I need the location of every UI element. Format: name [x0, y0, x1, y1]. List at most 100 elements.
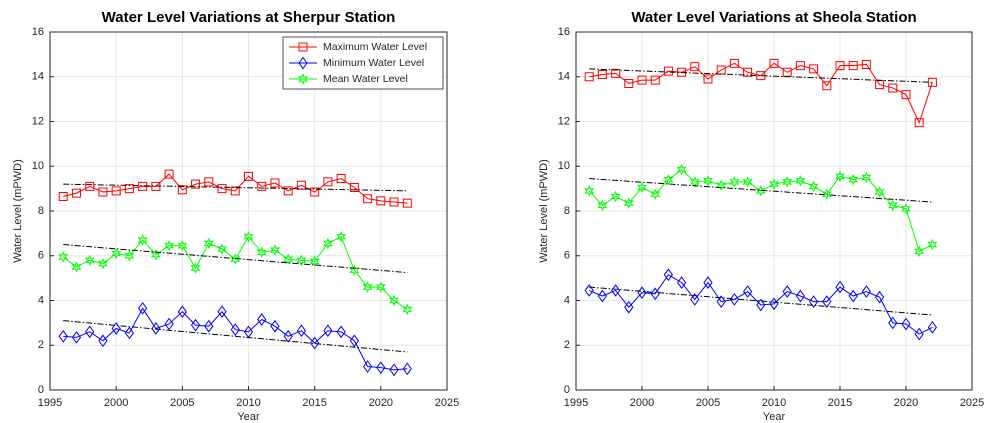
x-tick-label: 2000: [630, 397, 654, 409]
marker: [164, 239, 175, 252]
marker: [676, 276, 687, 289]
marker: [927, 77, 937, 87]
y-tick-label: 6: [564, 250, 570, 262]
series-line: [589, 274, 933, 335]
marker: [310, 187, 320, 197]
series-line: [63, 307, 408, 371]
marker: [636, 181, 648, 194]
marker: [269, 244, 280, 256]
marker: [874, 186, 885, 198]
marker: [177, 239, 188, 252]
y-tick-label: 8: [38, 205, 44, 217]
marker: [256, 246, 267, 259]
marker: [861, 285, 872, 298]
chart-title: Water Level Variations at Sherpur Statio…: [102, 9, 396, 26]
marker: [927, 320, 938, 334]
y-tick-label: 8: [564, 205, 570, 217]
marker: [98, 187, 108, 197]
marker: [584, 185, 595, 197]
marker: [389, 294, 400, 307]
marker: [729, 176, 740, 188]
marker: [716, 179, 727, 192]
marker: [151, 181, 161, 191]
marker: [901, 317, 911, 331]
marker: [663, 173, 674, 186]
marker: [584, 72, 594, 82]
marker: [217, 305, 227, 319]
legend-label: Maximum Water Level: [323, 41, 427, 53]
legend-marker: [297, 73, 309, 85]
marker: [584, 284, 594, 297]
marker: [217, 243, 228, 255]
marker: [111, 322, 121, 335]
marker: [822, 295, 832, 308]
marker: [690, 62, 700, 72]
marker: [835, 280, 845, 294]
marker: [808, 295, 819, 308]
marker: [650, 188, 661, 201]
marker: [834, 170, 846, 183]
marker: [309, 255, 320, 268]
marker: [914, 327, 924, 341]
x-tick-label: 1995: [564, 397, 588, 409]
marker: [124, 249, 135, 262]
axes-box: [575, 31, 973, 391]
marker: [782, 285, 792, 298]
marker: [769, 58, 779, 68]
y-axis-label: Water Level (mPWD): [538, 159, 550, 263]
marker: [244, 171, 253, 181]
series-line: [62, 235, 408, 310]
marker: [743, 67, 753, 77]
marker: [58, 251, 69, 263]
marker: [363, 194, 373, 204]
marker: [203, 237, 214, 250]
axes-box: [49, 31, 448, 391]
y-tick-label: 4: [564, 294, 570, 306]
x-axis-label: Year: [763, 411, 786, 423]
marker: [782, 67, 792, 77]
marker: [716, 295, 726, 308]
marker: [283, 253, 294, 265]
marker: [138, 301, 148, 315]
marker: [204, 177, 214, 187]
x-tick-label: 2020: [369, 397, 393, 409]
marker: [611, 68, 621, 78]
chart-title: Water Level Variations at Sheola Station: [631, 9, 916, 26]
y-tick-label: 12: [32, 115, 44, 127]
marker: [848, 61, 858, 71]
marker: [848, 289, 858, 303]
marker: [323, 324, 333, 338]
marker: [137, 234, 148, 246]
marker: [650, 75, 660, 85]
marker: [677, 67, 687, 77]
y-tick-label: 0: [564, 384, 570, 396]
marker: [310, 336, 320, 350]
marker: [336, 325, 346, 339]
y-tick-label: 16: [32, 26, 44, 38]
marker: [190, 318, 201, 332]
marker: [756, 298, 766, 312]
legend-label: Minimum Water Level: [323, 57, 424, 69]
x-tick-label: 2015: [302, 397, 326, 409]
marker: [848, 173, 859, 186]
marker: [795, 61, 805, 71]
marker: [362, 360, 373, 373]
marker: [914, 245, 925, 258]
marker: [191, 179, 201, 189]
marker: [257, 181, 267, 191]
marker: [164, 317, 174, 331]
y-tick-label: 14: [558, 71, 570, 83]
marker: [768, 178, 780, 190]
marker: [755, 185, 766, 197]
marker: [914, 118, 924, 128]
y-tick-label: 10: [558, 160, 570, 172]
marker: [887, 199, 898, 212]
y-tick-label: 6: [38, 250, 44, 262]
y-tick-label: 4: [38, 294, 44, 306]
marker: [597, 70, 607, 80]
y-tick-label: 12: [558, 115, 570, 127]
marker: [729, 293, 740, 306]
marker: [597, 289, 608, 303]
marker: [402, 362, 412, 376]
